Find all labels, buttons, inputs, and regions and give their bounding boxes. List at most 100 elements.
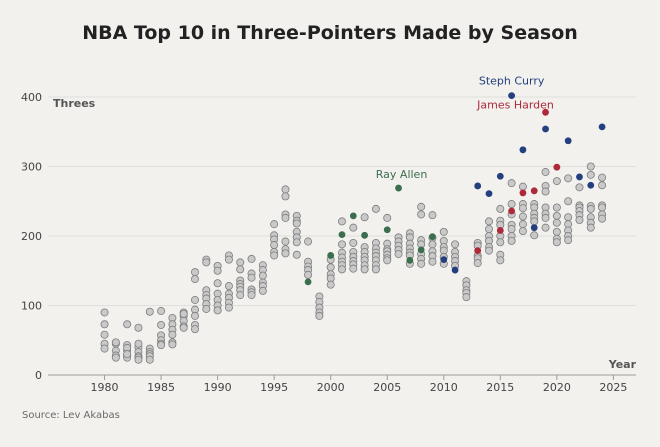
data-point: [541, 168, 550, 177]
data-point-highlight: [304, 278, 312, 286]
data-point: [100, 344, 109, 353]
annotation-label: James Harden: [476, 98, 554, 111]
data-point: [552, 238, 561, 247]
data-point: [236, 291, 245, 300]
data-point-highlight: [338, 231, 346, 239]
data-point: [417, 210, 426, 219]
data-point: [552, 203, 561, 212]
chart-title: NBA Top 10 in Three-Pointers Made by Sea…: [82, 22, 578, 44]
data-point-highlight: [417, 246, 425, 254]
y-axis-label: Threes: [53, 97, 96, 110]
data-point: [428, 211, 437, 220]
data-point: [451, 240, 460, 249]
data-point: [575, 183, 584, 192]
data-point: [179, 323, 188, 332]
data-point-highlight: [451, 266, 459, 274]
data-point: [270, 220, 279, 229]
data-point-highlight: [474, 247, 482, 254]
x-tick-label: 2000: [317, 381, 345, 394]
data-point-highlight: [587, 181, 595, 189]
data-point: [417, 202, 426, 211]
data-point: [168, 330, 177, 339]
data-point: [123, 350, 132, 359]
data-point: [179, 309, 188, 318]
data-point: [190, 311, 199, 320]
data-point: [224, 282, 233, 291]
data-point: [541, 187, 550, 196]
data-point: [541, 213, 550, 222]
data-point-highlight: [542, 125, 549, 133]
data-point: [281, 185, 290, 194]
data-point: [518, 212, 527, 221]
x-tick-label: 1980: [91, 381, 119, 394]
data-point: [134, 323, 143, 332]
data-point: [586, 223, 595, 232]
data-point: [224, 255, 233, 264]
data-point: [100, 330, 109, 339]
data-point: [496, 256, 505, 265]
data-point: [598, 214, 607, 223]
x-tick-label: 2010: [430, 381, 458, 394]
data-point: [564, 236, 573, 245]
data-point-highlight: [496, 227, 504, 234]
data-point: [371, 265, 380, 274]
data-point: [518, 227, 527, 236]
x-axis-ticks: 1980 1985 1990 1995 2000 2005 2010 2015 2020 2025: [91, 375, 627, 394]
data-point: [123, 320, 132, 329]
data-point: [552, 218, 561, 227]
data-point: [530, 231, 539, 240]
data-point-highlight: [553, 163, 561, 171]
data-point: [337, 265, 346, 274]
data-point-highlight: [383, 226, 391, 234]
data-point: [552, 227, 561, 236]
data-point: [326, 280, 335, 289]
data-point-highlight: [395, 184, 402, 192]
data-point: [360, 265, 369, 274]
data-point-highlight: [361, 231, 369, 239]
data-point-highlight: [564, 137, 572, 145]
data-point-highlight: [474, 182, 482, 190]
data-point: [224, 303, 233, 312]
data-point: [281, 249, 290, 258]
data-point: [564, 197, 573, 206]
data-point: [496, 204, 505, 213]
data-point: [281, 213, 290, 222]
data-point: [462, 293, 471, 302]
y-tick-label: 0: [35, 369, 42, 382]
data-point: [157, 320, 166, 329]
data-point: [598, 181, 607, 190]
data-point: [100, 308, 109, 317]
data-point: [270, 251, 279, 260]
data-point: [507, 179, 516, 188]
data-point: [190, 268, 199, 277]
data-point: [383, 256, 392, 265]
data-point: [360, 213, 369, 222]
annotation-label: Steph Curry: [479, 75, 545, 88]
data-point-highlight: [542, 108, 549, 116]
data-point: [304, 270, 313, 279]
x-tick-label: 2015: [486, 381, 514, 394]
data-point: [552, 211, 561, 220]
y-tick-label: 400: [21, 91, 42, 104]
data-point: [598, 203, 607, 212]
data-point: [202, 304, 211, 313]
data-point: [258, 286, 267, 295]
x-tick-label: 1985: [147, 381, 175, 394]
data-point: [281, 237, 290, 246]
data-point: [349, 264, 358, 273]
data-point: [281, 192, 290, 201]
data-point: [134, 355, 143, 364]
data-point: [134, 339, 143, 348]
x-tick-label: 2005: [373, 381, 401, 394]
y-tick-label: 300: [21, 161, 42, 174]
data-point: [496, 238, 505, 247]
data-point: [145, 307, 154, 316]
data-point-highlight: [496, 172, 504, 180]
data-point: [337, 240, 346, 249]
data-point: [473, 259, 482, 268]
data-point: [111, 353, 120, 362]
data-point: [190, 325, 199, 334]
x-tick-label: 2025: [599, 381, 627, 394]
data-point: [190, 275, 199, 284]
data-point: [507, 236, 516, 245]
